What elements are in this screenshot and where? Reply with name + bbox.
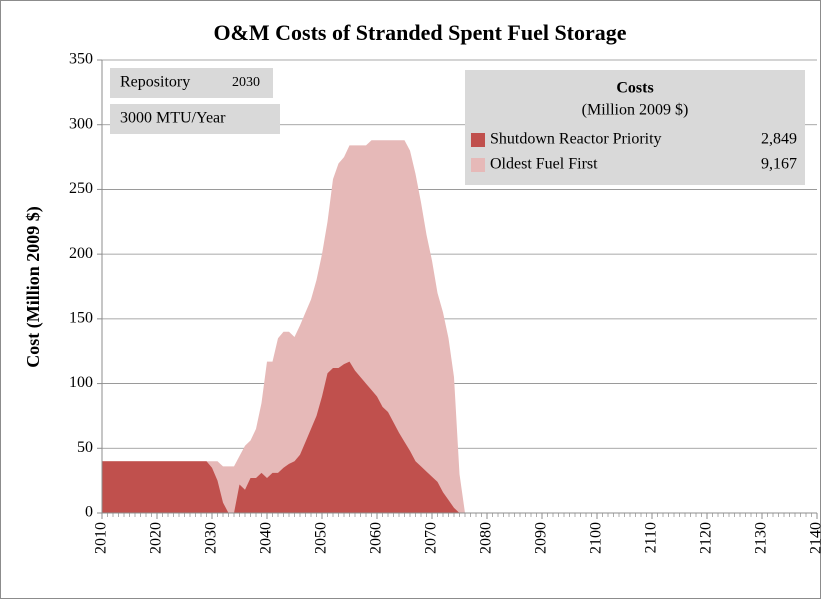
x-tick-label: 2040 [258, 522, 275, 554]
x-tick-label: 2090 [533, 522, 550, 554]
y-axis-label: Cost (Million 2009 $) [23, 206, 44, 368]
x-tick-label: 2120 [698, 522, 715, 554]
chart-title: O&M Costs of Stranded Spent Fuel Storage [213, 20, 626, 45]
y-tick-label: 200 [69, 245, 93, 262]
legend-swatch [471, 158, 485, 172]
y-tick-label: 300 [69, 115, 93, 132]
annotation-box [110, 68, 273, 98]
x-tick-label: 2140 [808, 522, 821, 554]
legend-title: Costs [616, 80, 653, 97]
y-tick-label: 350 [69, 51, 93, 68]
y-tick-label: 150 [69, 310, 93, 327]
x-tick-label: 2050 [313, 522, 330, 554]
legend-label: Shutdown Reactor Priority [490, 131, 662, 148]
area [102, 361, 817, 513]
x-tick-label: 2010 [93, 522, 110, 554]
y-tick-label: 0 [85, 504, 93, 521]
legend-subtitle: (Million 2009 $) [582, 102, 689, 119]
annotation: Repository [120, 74, 190, 91]
legend-label: Oldest Fuel First [490, 156, 598, 173]
areas [102, 140, 817, 513]
y-tick-label: 250 [69, 180, 93, 197]
legend-total: 2,849 [761, 131, 797, 148]
legend: Shutdown Reactor Priority 2,849 Oldest Fue… [471, 131, 797, 173]
x-tick-label: 2100 [588, 522, 605, 554]
x-tick-label: 2020 [148, 522, 165, 554]
x-tick-label: 2110 [643, 522, 660, 553]
legend-box [465, 70, 805, 185]
legend-total: 9,167 [761, 156, 797, 173]
y-tick-label: 50 [77, 439, 93, 456]
y-tick-label: 100 [69, 374, 93, 391]
annotation: 2030 [232, 75, 260, 90]
x-tick-label: 2130 [753, 522, 770, 554]
legend-swatch [471, 133, 485, 147]
x-tick-label: 2030 [203, 522, 220, 554]
area [102, 140, 817, 513]
x-tick-label: 2080 [478, 522, 495, 554]
x-tick-label: 2070 [423, 522, 440, 554]
annotation: 3000 MTU/Year [120, 110, 226, 127]
x-tick-label: 2060 [368, 522, 385, 554]
axes: 0 50 100 150 200 250 300 350 2010 2020 2030 2040 205… [69, 51, 821, 554]
annotation-box [110, 104, 280, 134]
